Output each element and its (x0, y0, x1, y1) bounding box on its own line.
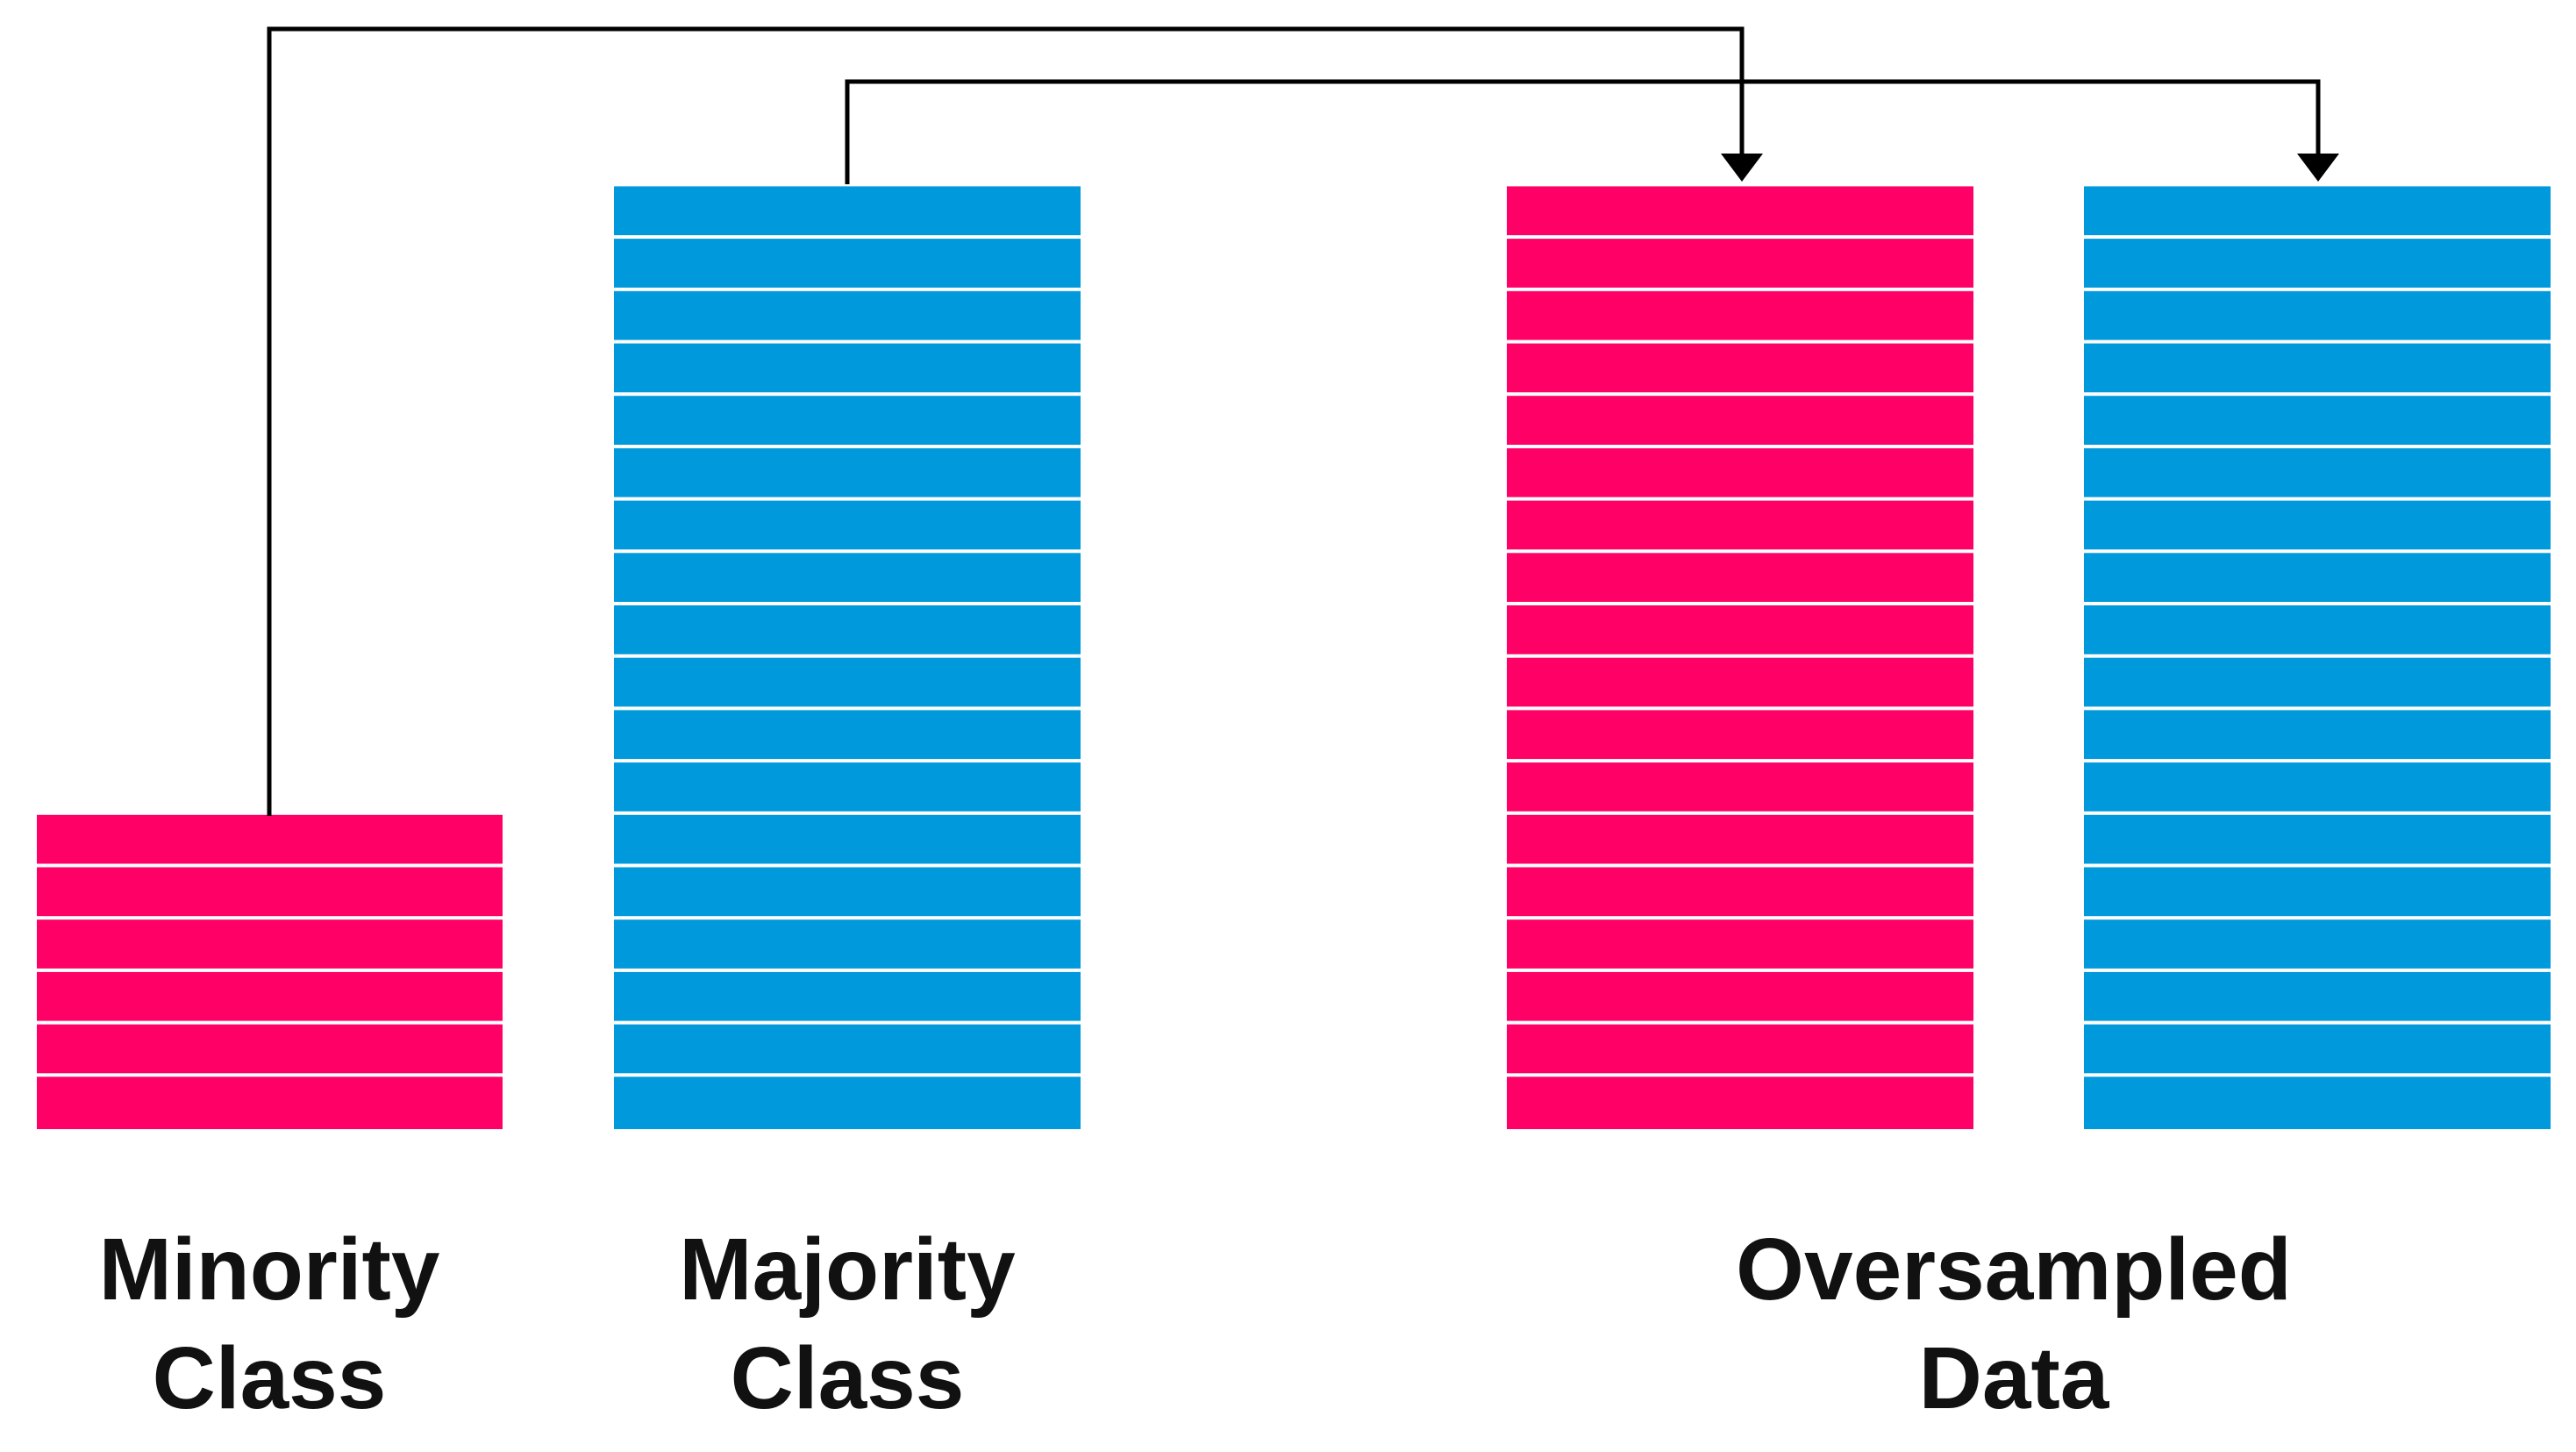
majority-class-row (614, 1076, 1081, 1129)
oversampled-majority-row (2084, 396, 2551, 445)
minority-class-row (37, 1024, 503, 1074)
oversampled-minority-stack (1507, 186, 1973, 1129)
oversampled-minority-row (1507, 186, 1973, 236)
oversampled-majority-row (2084, 971, 2551, 1021)
majority-class-row (614, 290, 1081, 340)
connector-majority-to-oversampled (845, 79, 2321, 184)
oversampled-minority-row (1507, 343, 1973, 393)
minority-class-row (37, 867, 503, 917)
majority-class-row (614, 814, 1081, 864)
minority-class-label-line2: Class (153, 1329, 387, 1427)
oversampled-minority-row (1507, 657, 1973, 707)
oversampled-majority-row (2084, 447, 2551, 497)
majority-class-row (614, 447, 1081, 497)
oversampled-minority-row (1507, 971, 1973, 1021)
oversampled-majority-row (2084, 1076, 2551, 1129)
oversampled-majority-row (2084, 290, 2551, 340)
oversampled-data-label-line1: Oversampled (1736, 1220, 2292, 1319)
connector-minority-to-oversampled (267, 26, 1745, 816)
majority-class-row (614, 239, 1081, 288)
oversampled-minority-row (1507, 919, 1973, 969)
oversampled-minority-row (1507, 447, 1973, 497)
oversampled-majority-row (2084, 500, 2551, 550)
oversampled-majority-row (2084, 553, 2551, 602)
majority-class-row (614, 867, 1081, 917)
oversampled-data-label-line2: Data (1919, 1329, 2110, 1427)
arrowhead-oversampled-minority (1721, 154, 1763, 182)
majority-class-label-line2: Class (731, 1329, 965, 1427)
arrowhead-oversampled-majority (2297, 154, 2339, 182)
oversampled-majority-stack (2084, 186, 2551, 1129)
majority-class-row (614, 396, 1081, 445)
oversampled-minority-row (1507, 1024, 1973, 1074)
oversampled-majority-row (2084, 710, 2551, 760)
oversampled-majority-row (2084, 657, 2551, 707)
majority-class-label-line1: Majority (679, 1220, 1016, 1319)
oversampled-minority-row (1507, 814, 1973, 864)
oversampled-majority-row (2084, 762, 2551, 812)
oversampled-majority-row (2084, 186, 2551, 236)
oversampled-majority-row (2084, 605, 2551, 654)
majority-class-row (614, 186, 1081, 236)
connectors (267, 26, 2339, 816)
oversampled-majority-row (2084, 1024, 2551, 1074)
oversampled-minority-row (1507, 1076, 1973, 1129)
oversampled-majority-row (2084, 814, 2551, 864)
oversampled-minority-row (1507, 396, 1973, 445)
majority-class-row (614, 919, 1081, 969)
minority-class-row (37, 919, 503, 969)
minority-class-stack (37, 814, 503, 1129)
oversampled-minority-row (1507, 553, 1973, 602)
oversampled-minority-row (1507, 605, 1973, 654)
minority-class-row (37, 1076, 503, 1129)
majority-class-row (614, 971, 1081, 1021)
majority-class-row (614, 343, 1081, 393)
oversampled-majority-row (2084, 867, 2551, 917)
oversampled-minority-row (1507, 762, 1973, 812)
oversampled-data-label: Oversampled Data (1736, 1220, 2292, 1427)
majority-class-row (614, 710, 1081, 760)
oversampled-minority-row (1507, 290, 1973, 340)
minority-class-row (37, 971, 503, 1021)
oversampled-minority-row (1507, 239, 1973, 288)
majority-class-row (614, 762, 1081, 812)
oversampled-minority-row (1507, 867, 1973, 917)
majority-class-stack (614, 186, 1081, 1129)
majority-class-row (614, 657, 1081, 707)
oversampled-majority-row (2084, 343, 2551, 393)
oversampled-majority-row (2084, 239, 2551, 288)
minority-class-label: Minority Class (99, 1220, 440, 1427)
minority-class-label-line1: Minority (99, 1220, 440, 1319)
majority-class-row (614, 605, 1081, 654)
oversampled-majority-row (2084, 919, 2551, 969)
minority-class-row (37, 814, 503, 864)
majority-class-row (614, 500, 1081, 550)
oversampled-minority-row (1507, 710, 1973, 760)
majority-class-label: Majority Class (679, 1220, 1016, 1427)
majority-class-row (614, 1024, 1081, 1074)
majority-class-row (614, 553, 1081, 602)
oversampled-minority-row (1507, 500, 1973, 550)
